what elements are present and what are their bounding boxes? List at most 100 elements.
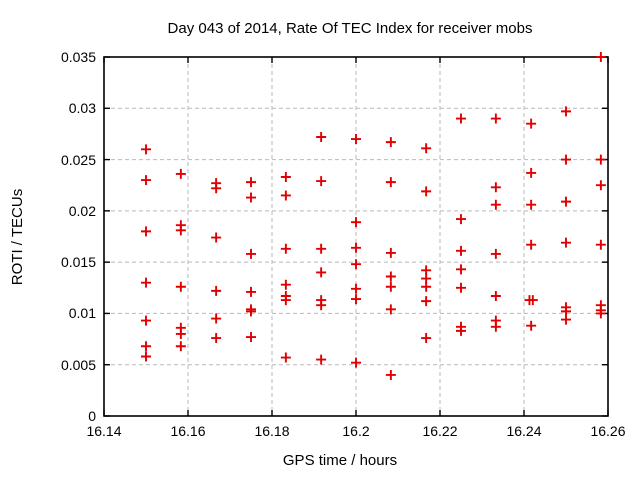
x-tick-label: 16.22	[422, 423, 458, 439]
y-tick-label: 0.005	[60, 356, 96, 373]
data-point-marker	[526, 167, 537, 178]
data-point-marker	[526, 239, 537, 250]
data-point-marker	[490, 113, 501, 124]
data-point-marker	[351, 283, 361, 294]
data-point-marker	[211, 232, 222, 243]
data-point-marker	[490, 321, 501, 332]
x-tick-label: 16.26	[590, 423, 626, 439]
data-point-marker	[175, 328, 186, 339]
data-point-marker	[316, 300, 327, 311]
data-point-marker	[385, 271, 396, 282]
y-tick-label: 0	[88, 408, 96, 424]
data-point-marker	[351, 357, 361, 368]
data-point-marker	[595, 180, 606, 191]
data-point-marker	[351, 217, 361, 228]
data-point-marker	[211, 333, 222, 344]
data-point-marker	[280, 172, 291, 183]
data-point-marker	[280, 279, 291, 290]
chart-title: Day 043 of 2014, Rate Of TEC Index for r…	[167, 20, 533, 37]
y-tick-label: 0.02	[68, 202, 96, 219]
data-point-marker	[141, 351, 151, 362]
data-point-marker	[561, 237, 571, 248]
data-point-marker	[490, 248, 501, 259]
data-point-marker	[526, 118, 537, 129]
data-point-marker	[526, 199, 537, 210]
data-point-marker	[351, 134, 361, 145]
data-point-marker	[421, 186, 432, 197]
data-point-marker	[280, 352, 291, 363]
data-point-marker	[175, 225, 186, 236]
data-point-marker	[246, 332, 256, 343]
data-point-marker	[526, 320, 537, 331]
data-point-marker	[141, 341, 151, 352]
data-point-marker	[561, 196, 571, 207]
data-point-marker	[385, 304, 396, 315]
data-point-marker	[141, 315, 151, 326]
data-point-marker	[595, 52, 606, 62]
data-point-marker	[351, 259, 361, 270]
data-point-marker	[527, 295, 538, 306]
x-tick-label: 16.16	[170, 423, 206, 439]
data-point-marker	[561, 106, 571, 117]
y-tick-label: 0.035	[60, 49, 96, 65]
x-tick-label: 16.18	[254, 423, 290, 439]
data-point-marker	[456, 325, 466, 336]
data-point-marker	[351, 242, 361, 253]
data-point-marker	[316, 132, 327, 143]
data-point-marker	[316, 243, 327, 254]
data-point-marker	[141, 277, 151, 288]
data-point-marker	[211, 183, 222, 194]
data-point-marker	[175, 341, 186, 352]
y-tick-label: 0.015	[60, 254, 96, 271]
data-point-marker	[175, 281, 186, 292]
data-point-marker	[385, 369, 396, 380]
data-point-marker	[561, 154, 571, 165]
data-point-marker	[595, 239, 606, 250]
data-point-marker	[421, 333, 432, 344]
data-point-marker	[211, 285, 222, 296]
data-point-marker	[490, 290, 501, 301]
data-point-marker	[421, 143, 432, 154]
data-point-marker	[595, 154, 606, 165]
data-point-marker	[246, 177, 256, 188]
y-tick-label: 0.01	[68, 305, 96, 322]
data-point-marker	[246, 192, 256, 203]
y-axis-label: ROTI / TECUs	[9, 188, 26, 286]
data-point-marker	[385, 137, 396, 148]
data-point-marker	[141, 175, 151, 186]
data-point-marker	[280, 190, 291, 201]
data-point-marker	[316, 176, 327, 187]
y-tick-label: 0.025	[60, 151, 96, 168]
x-tick-label: 16.24	[506, 423, 542, 439]
data-point-marker	[421, 281, 432, 292]
x-tick-label: 16.2	[342, 423, 370, 439]
y-tick-label: 0.03	[68, 100, 96, 117]
data-point-marker	[421, 296, 432, 307]
data-point-marker	[141, 144, 151, 155]
data-point-marker	[456, 113, 466, 124]
data-point-marker	[385, 177, 396, 188]
data-point-marker	[246, 306, 256, 317]
data-point-marker	[211, 313, 222, 324]
data-point-marker	[456, 214, 466, 225]
data-point-marker	[456, 245, 466, 256]
data-point-marker	[385, 281, 396, 292]
x-tick-label: 16.14	[86, 423, 122, 439]
data-point-marker	[490, 199, 501, 210]
x-axis-label: GPS time / hours	[282, 452, 398, 469]
data-point-marker	[316, 354, 327, 365]
data-point-marker	[280, 243, 291, 254]
data-point-marker	[385, 247, 396, 258]
data-point-marker	[561, 314, 571, 325]
data-point-marker	[175, 168, 186, 179]
data-point-marker	[280, 295, 291, 306]
data-point-marker	[141, 226, 151, 237]
data-point-marker	[246, 286, 256, 297]
data-point-marker	[456, 264, 466, 275]
data-point-marker	[316, 267, 327, 278]
data-point-marker	[246, 248, 256, 259]
data-point-marker	[595, 308, 606, 319]
data-point-marker	[456, 282, 466, 293]
